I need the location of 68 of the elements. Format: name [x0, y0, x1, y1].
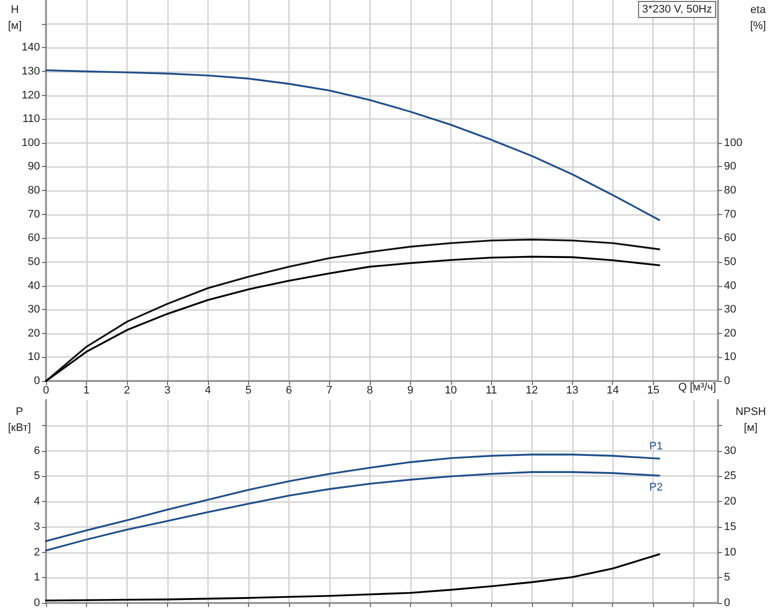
- y2-tick-label: 30: [724, 444, 736, 457]
- y-tick-label: 1: [34, 572, 40, 584]
- y2-tick-label: 70: [724, 208, 736, 220]
- y2-tick-label: 90: [724, 160, 736, 173]
- y-axis-title: H [м]: [8, 4, 22, 32]
- y2-axis-title: eta [%]: [750, 4, 767, 32]
- y-tick-label: 90: [28, 160, 40, 173]
- chart-title: 3*230 V, 50Hz: [642, 4, 712, 16]
- y2-tick-label: 100: [724, 136, 742, 149]
- x-tick-label: 2: [124, 384, 130, 396]
- y-tick-label: 20: [28, 327, 40, 340]
- x-tick-label: 7: [326, 384, 332, 396]
- y-tick-label: 30: [28, 304, 40, 316]
- y2-tick-label: 25: [724, 470, 736, 482]
- y2-tick-label: 10: [724, 351, 736, 364]
- x-tick-label: 0: [42, 384, 50, 396]
- y-tick-label: 50: [28, 256, 40, 268]
- y-tick-label: 3: [34, 520, 40, 533]
- y-tick-label: 4: [34, 496, 40, 508]
- x-tick-label: 10: [444, 384, 457, 396]
- y-tick-label: 130: [22, 65, 40, 78]
- x-axis-title: Q [м³/ч]: [678, 382, 716, 394]
- x-tick-label: 9: [407, 384, 414, 396]
- y2-tick-label: 20: [724, 496, 736, 508]
- y2-tick-label: 15: [724, 520, 736, 533]
- x-tick-label: 3: [164, 384, 171, 396]
- x-tick-label: 1: [83, 384, 90, 396]
- y-tick-label: 80: [28, 184, 40, 196]
- y-tick-label: 5: [34, 470, 40, 482]
- x-tick-label: 5: [245, 384, 252, 396]
- y2-axis-title: NPSH [м]: [735, 406, 766, 434]
- y-tick-label: 2: [34, 546, 40, 558]
- y2-tick-label: 80: [724, 184, 736, 196]
- line-series: [45, 471, 660, 552]
- series-label: P1: [649, 440, 663, 453]
- y2-tick-label: 60: [724, 232, 736, 244]
- y2-tick-label: 50: [724, 256, 736, 268]
- y-tick-label: 110: [22, 113, 40, 126]
- x-tick-label: 14: [606, 384, 619, 396]
- y-tick-label: 140: [22, 42, 40, 54]
- y-tick-label: 10: [28, 351, 40, 364]
- x-tick-label: 13: [566, 384, 578, 396]
- y-tick-label: 70: [28, 208, 40, 220]
- y-axis-title: P [кВт]: [8, 406, 31, 434]
- y2-tick-label: 40: [724, 280, 736, 292]
- line-series: [45, 553, 660, 602]
- y2-tick-label: 30: [724, 304, 736, 316]
- y2-tick-label: 20: [724, 327, 736, 340]
- line-series: [45, 454, 660, 542]
- x-tick-label: 8: [366, 384, 373, 396]
- y2-tick-label: 0: [724, 597, 730, 609]
- x-tick-label: 6: [286, 384, 292, 396]
- y-tick-label: 120: [22, 89, 40, 102]
- y-tick-label: 100: [22, 136, 40, 149]
- y2-tick-label: 5: [724, 572, 730, 584]
- y2-tick-label: 0: [724, 375, 730, 387]
- x-tick-label: 4: [204, 384, 211, 396]
- y-tick-label: 0: [34, 375, 40, 387]
- y2-tick-label: 10: [724, 546, 736, 558]
- series-label: P2: [649, 482, 663, 494]
- y-tick-label: 60: [28, 232, 40, 244]
- y-tick-label: 0: [34, 597, 40, 609]
- y-tick-label: 6: [34, 444, 40, 457]
- x-tick-label: 15: [647, 384, 660, 396]
- x-tick-label: 12: [526, 384, 538, 396]
- y-tick-label: 40: [28, 280, 40, 292]
- x-tick-label: 11: [486, 384, 498, 396]
- line-series: [45, 69, 660, 221]
